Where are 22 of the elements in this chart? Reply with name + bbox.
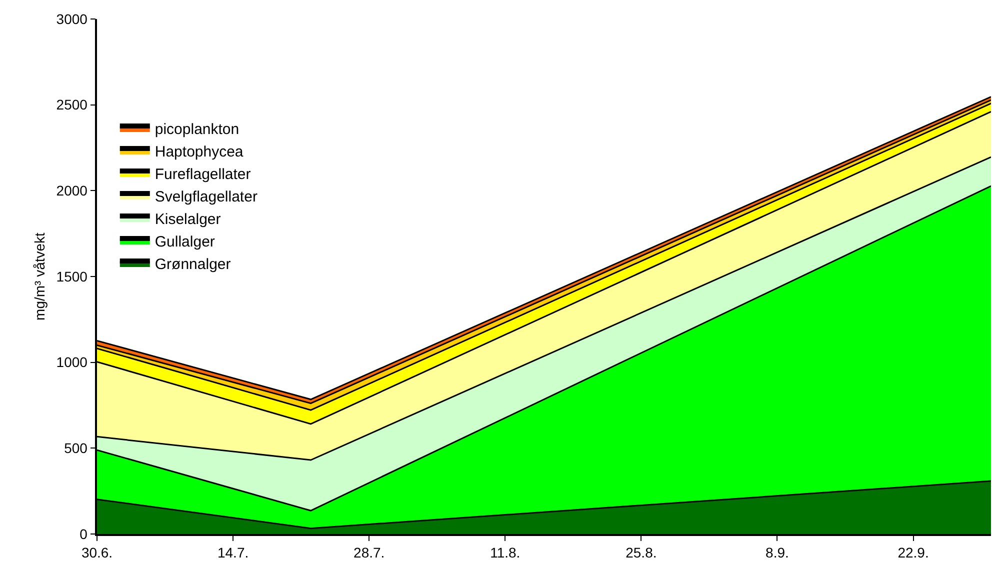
x-tick-label: 11.8. [490,544,520,561]
y-tick-label: 2500 [56,96,88,113]
x-tick-label: 25.8. [626,544,657,561]
legend-label: Fureflagellater [154,166,251,183]
x-tick-label: 14.7. [217,544,249,561]
legend-label: Kiselalger [154,210,221,228]
y-tick-label: 500 [64,440,88,456]
x-tick-label: 8.9. [766,544,789,561]
legend-label: Haptophycea [154,143,244,160]
legend-label: Gullalger [154,233,215,250]
y-tick-label: 1000 [56,354,88,370]
legend-label: Svelgflagellater [154,188,258,206]
x-tick-label: 30.6. [81,544,113,561]
y-tick-label: 0 [80,526,88,542]
x-tick-label: 22.9. [898,544,929,561]
legend-label: Grønnalger [154,256,231,273]
y-tick-label: 3000 [56,10,88,27]
y-tick-label: 1500 [56,268,88,284]
y-tick-label: 2000 [56,182,88,199]
y-axis-title: mg/m³ våtvekt [31,232,48,320]
x-tick-label: 28.7. [354,544,385,561]
legend-label: picoplankton [154,120,240,138]
